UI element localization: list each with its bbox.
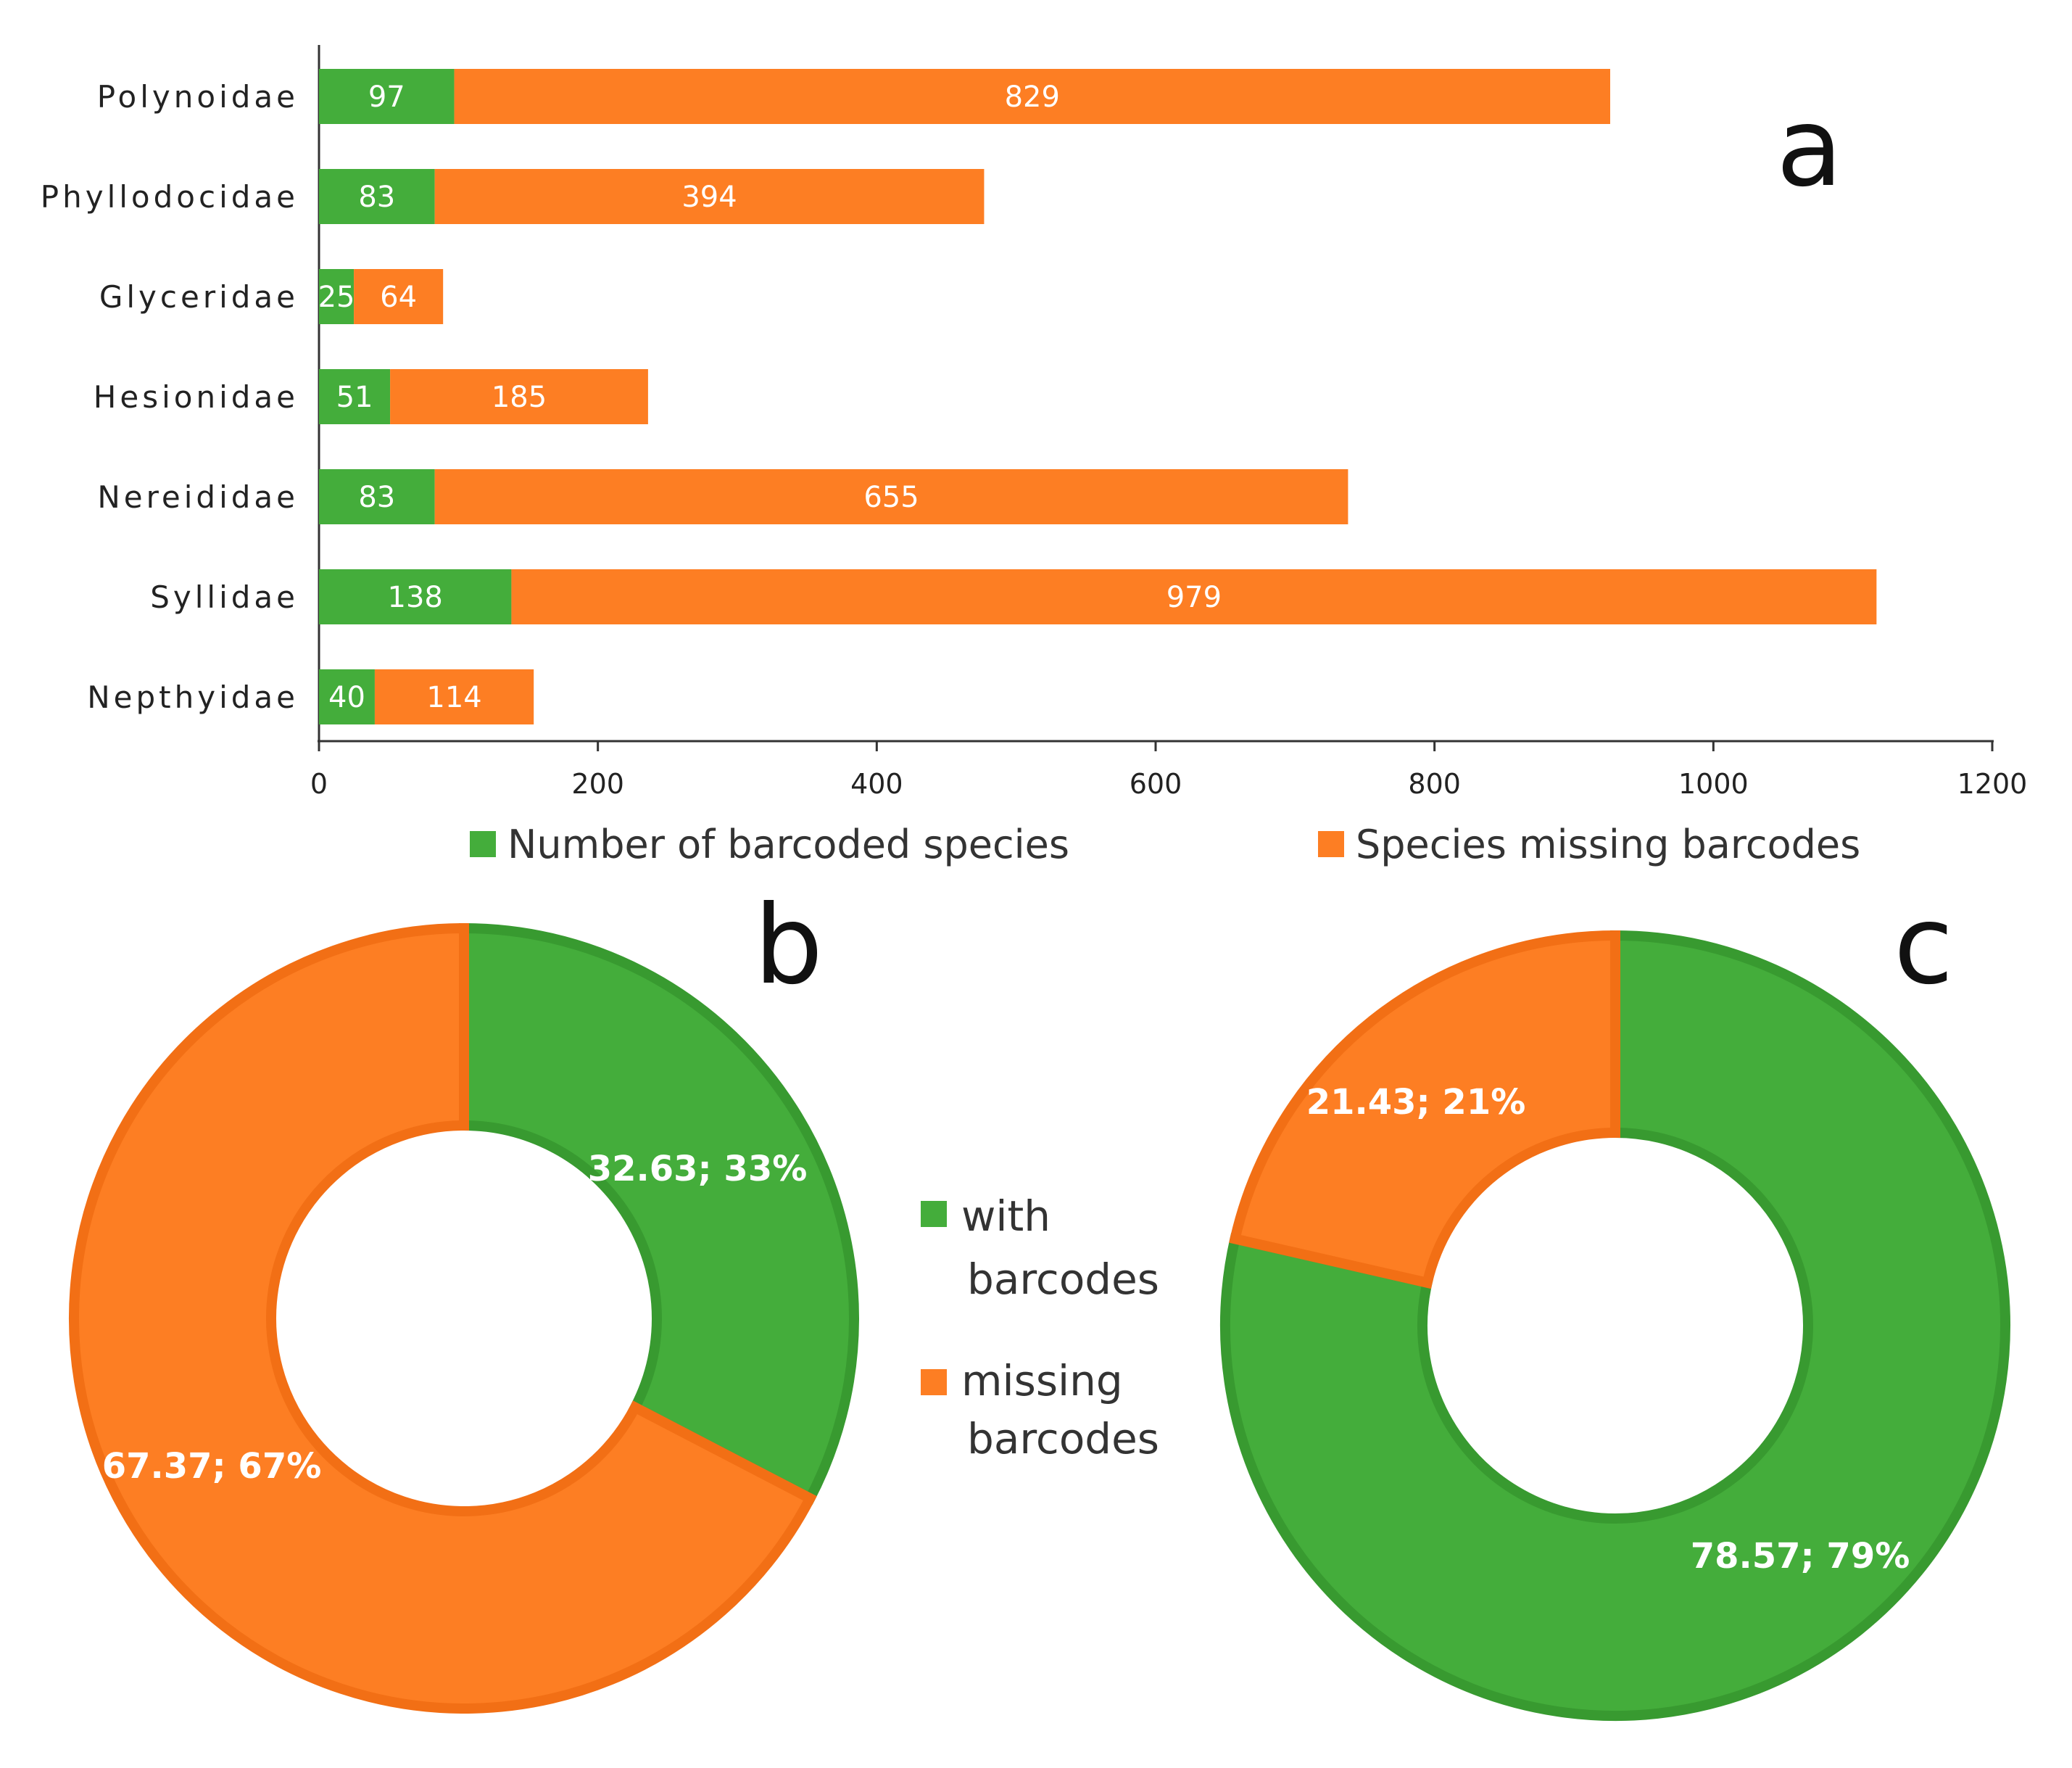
bar-chart-axes: 0 200 400 600 800 1000 1200 [310, 45, 2027, 800]
x-tick-label-1: 200 [571, 768, 624, 800]
data-label-polynoidae-missing: 829 [1005, 80, 1060, 114]
x-tick-label-3: 600 [1130, 768, 1182, 800]
legend-swatch-missing [1318, 831, 1344, 857]
bar-hesionidae-missing [390, 369, 648, 424]
bar-chart-legend: Number of barcoded species Species missin… [470, 822, 1860, 867]
x-tick-label-6: 1200 [1957, 768, 2028, 800]
pie-b-slice-with-barcodes [459, 922, 859, 1505]
panel-label-a: a [1776, 85, 1843, 211]
pie-c-slice-missing-barcodes [1229, 930, 1620, 1289]
data-label-phyllodocidae-barcoded: 83 [358, 181, 395, 214]
data-label-nereididae-missing: 655 [863, 481, 919, 514]
legend-label-missing: Species missing barcodes [1356, 822, 1860, 867]
bar-polynoidae-barcoded [319, 69, 455, 124]
pie-c-slice-with-barcodes [1220, 930, 2010, 1721]
category-label-nepthyidae: Nepthyidae [87, 679, 299, 715]
data-label-syllidae-missing: 979 [1166, 581, 1222, 614]
x-tick-label-2: 400 [850, 768, 903, 800]
pie-legend-label-with-barcodes-line1: with [961, 1191, 1050, 1241]
donut-chart-panel-c: 78.57; 79% 21.43; 21% [1220, 930, 2010, 1721]
category-label-polynoidae: Polynoidae [97, 79, 299, 115]
bar-glyceridae-missing [354, 269, 444, 324]
donut-legend: with barcodes missing barcodes [921, 1191, 1159, 1463]
data-label-syllidae-barcoded: 138 [388, 581, 443, 614]
pie-c-label-with-barcodes: 78.57; 79% [1691, 1536, 1910, 1577]
data-label-nepthyidae-missing: 114 [426, 681, 481, 714]
data-label-polynoidae-barcoded: 97 [368, 80, 405, 114]
bar-syllidae-barcoded [319, 569, 512, 624]
bar-polynoidae-missing [454, 69, 1611, 124]
legend-swatch-barcoded [470, 831, 496, 857]
pie-legend-label-missing-barcodes-line1: missing [961, 1356, 1123, 1405]
pie-b-label-missing-barcodes: 67.37; 67% [102, 1446, 322, 1487]
bar-nepthyidae-missing [374, 669, 534, 724]
bar-hesionidae-barcoded [319, 369, 391, 424]
x-tick-label-4: 800 [1408, 768, 1461, 800]
bar-phyllodocidae-barcoded [319, 169, 435, 224]
bar-nereididae-barcoded [319, 469, 435, 524]
bar-phyllodocidae-missing [434, 169, 985, 224]
pie-legend-swatch-with-barcodes [921, 1201, 947, 1227]
bar-chart-panel-a: 0 200 400 600 800 1000 1200 Polynoidae 97 829 Phy… [41, 45, 2027, 867]
pie-b-slice-missing-barcodes [69, 922, 817, 1714]
x-tick-label-0: 0 [310, 768, 328, 800]
data-label-glyceridae-missing: 64 [380, 281, 417, 314]
data-label-glyceridae-barcoded: 25 [318, 281, 355, 314]
category-label-syllidae: Syllidae [150, 579, 299, 615]
data-label-hesionidae-barcoded: 51 [336, 381, 373, 414]
data-label-nepthyidae-barcoded: 40 [328, 681, 365, 714]
x-tick-label-5: 1000 [1678, 768, 1749, 800]
bar-chart-labels: Polynoidae 97 829 Phyllodocidae 83 394 Glyceri… [41, 79, 1222, 715]
data-label-nereididae-barcoded: 83 [358, 481, 395, 514]
panel-label-b: b [754, 883, 823, 1009]
panel-label-c: c [1894, 883, 1953, 1009]
category-label-phyllodocidae: Phyllodocidae [41, 179, 299, 215]
pie-legend-swatch-missing-barcodes [921, 1369, 947, 1395]
pie-c-label-missing-barcodes: 21.43; 21% [1306, 1082, 1526, 1123]
legend-label-barcoded: Number of barcoded species [507, 822, 1069, 867]
bar-nereididae-missing [434, 469, 1348, 524]
bar-syllidae-missing [511, 569, 1877, 624]
pie-b-label-with-barcodes: 32.63; 33% [588, 1149, 808, 1189]
data-label-hesionidae-missing: 185 [492, 381, 547, 414]
category-label-glyceridae: Glyceridae [99, 279, 299, 315]
data-label-phyllodocidae-missing: 394 [681, 181, 737, 214]
pie-legend-label-with-barcodes-line2: barcodes [967, 1255, 1159, 1304]
bar-chart-bars [319, 69, 1877, 724]
category-label-nereididae: Nereididae [97, 479, 299, 515]
bar-glyceridae-barcoded [319, 269, 355, 324]
donut-chart-panel-b: 32.63; 33% 67.37; 67% [69, 922, 859, 1714]
bar-nepthyidae-barcoded [319, 669, 375, 724]
category-label-hesionidae: Hesionidae [94, 379, 299, 415]
pie-legend-label-missing-barcodes-line2: barcodes [967, 1414, 1159, 1463]
